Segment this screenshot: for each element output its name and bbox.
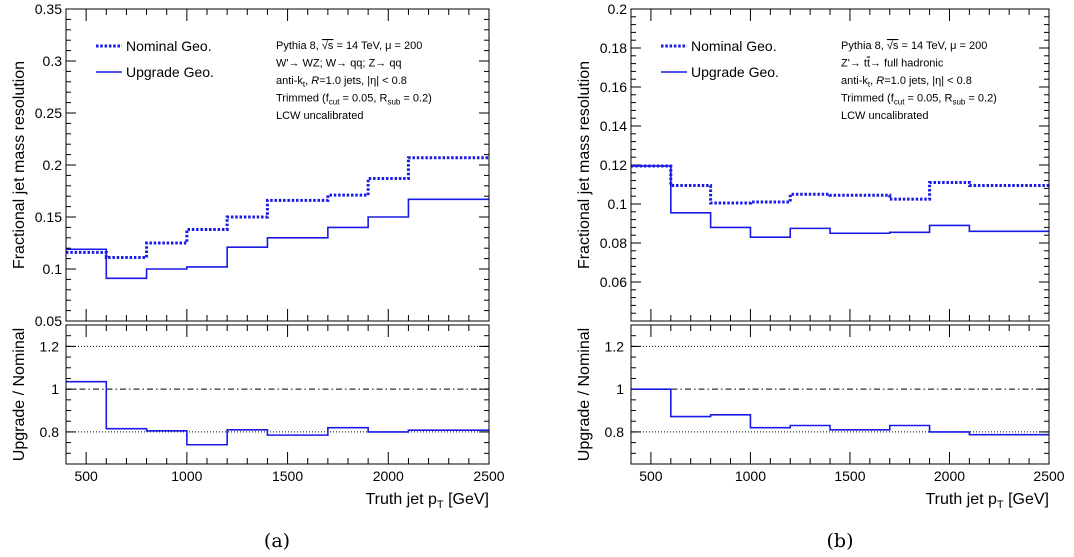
x-tick-label: 500 (74, 468, 98, 484)
annotation-subscript: sub (387, 98, 400, 107)
y-tick-label: 0.18 (600, 40, 627, 56)
y-axis-label: Upgrade / Nominal (576, 328, 593, 461)
annotation-line: W'→ WZ; W→ qq; Z→ qq (276, 58, 402, 70)
legend-label: Nominal Geo. (691, 38, 777, 54)
annotation-text: = 0.05, R (904, 93, 952, 105)
y-tick-label: 0.25 (35, 105, 62, 121)
y-tick-label: 0.2 (43, 157, 63, 173)
x-tick-label: 2000 (934, 468, 965, 484)
series-line-nominal-geo- (631, 166, 1049, 203)
y-tick-label: 0.35 (35, 1, 62, 17)
x-tick-label: 2000 (373, 468, 404, 484)
series-line-upgrade-geo- (631, 166, 1049, 237)
annotation-text: Trimmed (f (276, 93, 330, 105)
annotation-text: = 14 TeV, μ = 200 (898, 40, 987, 52)
annotation-line: Pythia 8, √s = 14 TeV, μ = 200 (276, 40, 422, 52)
annotation-line: Z'→ tt→ full hadronic (841, 58, 944, 70)
annotation-text: Pythia 8, (276, 40, 322, 52)
annotation-text: = 0.2) (965, 93, 997, 105)
annotation-text: = 0.05, R (339, 93, 387, 105)
annotation-line: Pythia 8, √s = 14 TeV, μ = 200 (841, 40, 987, 52)
chart-panel-2: 0.06 0.08 0.1 0.12 0.14 0.16 0.18 0.2 Nominal Ge… (576, 1, 1065, 552)
annotation-text: anti-k (276, 75, 303, 87)
x-tick-label: 2500 (473, 468, 504, 484)
x-axis-label-unit: [GeV] (444, 491, 489, 508)
annotation-text: =1.0 jets, |η| < 0.8 (319, 75, 407, 87)
x-axis-label: Truth jet pT [GeV] (365, 491, 489, 511)
annotation-text: =1.0 jets, |η| < 0.8 (884, 75, 972, 87)
annotation-text: Z'→ t (841, 58, 867, 70)
annotation-symbol: √s (887, 40, 899, 52)
y-tick-label: 1.2 (605, 338, 625, 354)
legend-label: Upgrade Geo. (126, 64, 214, 80)
annotation-text: W'→ WZ; W→ qq; Z→ qq (276, 58, 402, 70)
annotation-line: LCW uncalibrated (841, 110, 928, 122)
annotation-text: anti-k (841, 75, 868, 87)
y-tick-label: 0.1 (43, 261, 63, 277)
ratio-line (66, 382, 489, 445)
panel-caption: (a) (264, 530, 290, 552)
y-tick-label: 0.05 (35, 313, 62, 329)
annotation-symbol: √s (322, 40, 334, 52)
x-tick-label: 1500 (272, 468, 303, 484)
panel-caption: (b) (827, 530, 854, 552)
legend-label: Upgrade Geo. (691, 64, 779, 80)
x-axis-label-main: Truth jet p (925, 491, 997, 508)
annotation-text: Pythia 8, (841, 40, 887, 52)
top-frame (631, 9, 1049, 321)
top-frame (66, 9, 489, 321)
x-axis-label-unit: [GeV] (1004, 491, 1049, 508)
y-tick-label: 0.14 (600, 118, 627, 134)
y-tick-label: 0.8 (605, 424, 625, 440)
ratio-line (631, 389, 1049, 435)
x-tick-label: 2500 (1033, 468, 1064, 484)
bottom-frame (631, 325, 1049, 464)
annotation-symbol: R (876, 75, 884, 87)
y-tick-label: 0.16 (600, 79, 627, 95)
annotation-text: = 0.2) (400, 93, 432, 105)
series-line-nominal-geo- (66, 158, 489, 258)
y-tick-label: 1.2 (40, 338, 60, 354)
x-tick-label: 500 (639, 468, 663, 484)
annotation-text: LCW uncalibrated (841, 110, 928, 122)
bottom-frame (66, 325, 489, 464)
x-axis-label-main: Truth jet p (365, 491, 437, 508)
annotation-text: → full hadronic (870, 58, 944, 70)
annotation-line: anti-kt, R=1.0 jets, |η| < 0.8 (276, 75, 407, 89)
annotation-subscript: sub (952, 98, 965, 107)
y-axis-label: Upgrade / Nominal (11, 328, 28, 461)
annotation-line: Trimmed (fcut = 0.05, Rsub = 0.2) (276, 93, 432, 107)
annotation-text: LCW uncalibrated (276, 110, 363, 122)
y-tick-label: 0.2 (608, 1, 628, 17)
legend-label: Nominal Geo. (126, 38, 212, 54)
y-tick-label: 1 (616, 381, 624, 397)
y-tick-label: 0.12 (600, 157, 627, 173)
x-tick-label: 1000 (171, 468, 202, 484)
y-axis-label: Fractional jet mass resolution (11, 61, 28, 269)
annotation-line: LCW uncalibrated (276, 110, 363, 122)
annotation-line: Trimmed (fcut = 0.05, Rsub = 0.2) (841, 93, 997, 107)
annotation-text: Trimmed (f (841, 93, 895, 105)
y-tick-label: 0.8 (40, 424, 60, 440)
y-axis-label: Fractional jet mass resolution (576, 61, 593, 269)
x-tick-label: 1500 (834, 468, 865, 484)
y-tick-label: 0.06 (600, 274, 627, 290)
x-axis-label: Truth jet pT [GeV] (925, 491, 1049, 511)
y-tick-label: 0.3 (43, 53, 63, 69)
series-line-upgrade-geo- (66, 199, 489, 278)
y-tick-label: 1 (51, 381, 59, 397)
annotation-line: anti-kt, R=1.0 jets, |η| < 0.8 (841, 75, 972, 89)
x-tick-label: 1000 (735, 468, 766, 484)
y-tick-label: 0.08 (600, 235, 627, 251)
annotation-text: = 14 TeV, μ = 200 (333, 40, 422, 52)
chart-panel-1: 0.05 0.1 0.15 0.2 0.25 0.3 0.35 Nominal Geo. Upg… (11, 1, 505, 552)
y-tick-label: 0.15 (35, 209, 62, 225)
annotation-symbol: R (311, 75, 319, 87)
y-tick-label: 0.1 (608, 196, 628, 212)
